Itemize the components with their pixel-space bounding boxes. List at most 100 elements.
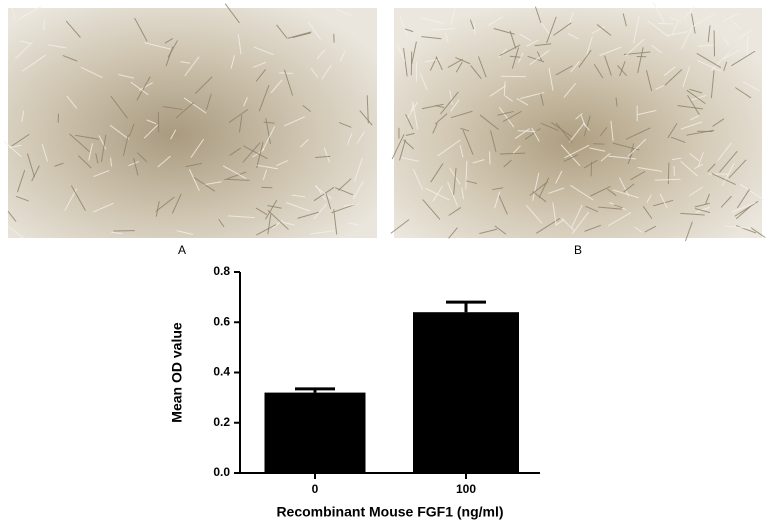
cell (489, 85, 506, 97)
cell (276, 24, 288, 39)
chart: 0.0 0.2 0.4 0.6 0.8 0 100 Recombinant Mouse FGF… (169, 264, 540, 520)
cell (612, 142, 640, 151)
cell (69, 133, 90, 152)
cell (88, 143, 93, 161)
cell (110, 95, 128, 119)
cell (262, 125, 276, 151)
cell (432, 28, 456, 31)
cell (499, 152, 526, 155)
cell (284, 69, 293, 96)
cell (435, 105, 445, 109)
cell (237, 33, 242, 55)
cell (608, 212, 632, 227)
cell (255, 207, 268, 215)
cell (728, 159, 747, 179)
cell (743, 81, 760, 92)
cell (118, 74, 135, 79)
cell (134, 17, 148, 42)
cell (437, 139, 461, 157)
cell (390, 219, 410, 234)
cell (532, 172, 540, 201)
cell (479, 114, 499, 130)
cell (723, 61, 728, 71)
cell (412, 168, 424, 190)
cell (570, 185, 594, 201)
cell (685, 221, 693, 242)
cell (705, 193, 710, 205)
cell (710, 70, 715, 99)
cell (80, 66, 103, 78)
cell (227, 215, 255, 219)
cell (333, 209, 338, 235)
cell (139, 82, 153, 91)
cell (652, 1, 665, 23)
cell (432, 186, 443, 202)
cell (719, 151, 738, 173)
cell (520, 92, 545, 99)
cell (410, 103, 414, 112)
cell (449, 90, 453, 105)
cell (723, 49, 741, 60)
cell (411, 41, 417, 65)
cell (403, 47, 408, 77)
cell (680, 121, 703, 130)
cell (526, 205, 543, 224)
cell (610, 120, 614, 141)
cell (325, 193, 332, 210)
cell (66, 95, 77, 109)
cell (310, 68, 319, 78)
cell (226, 171, 247, 180)
cell (707, 25, 711, 43)
cell (189, 169, 200, 192)
cell (405, 133, 415, 136)
cell (129, 123, 135, 137)
cell (193, 177, 216, 192)
cell (677, 105, 704, 110)
cell (503, 159, 512, 168)
cell (347, 132, 353, 145)
cell (405, 114, 414, 130)
cell (567, 33, 579, 40)
cell (302, 105, 311, 112)
micrograph-background (394, 8, 762, 238)
cell (316, 49, 325, 60)
cell (526, 39, 539, 47)
cell (78, 155, 92, 169)
cell (7, 211, 17, 222)
cell (292, 32, 311, 38)
cell (164, 38, 173, 44)
cell (337, 178, 352, 191)
cell (448, 227, 458, 239)
cell (664, 69, 683, 86)
cell (183, 97, 207, 114)
y-tick-label: 0.4 (213, 365, 230, 379)
cell (404, 28, 414, 33)
cell (524, 128, 541, 140)
cell (513, 145, 521, 154)
cell (461, 187, 465, 200)
cell (498, 48, 507, 58)
cell (668, 16, 681, 22)
cell (133, 157, 139, 176)
cell (683, 5, 696, 19)
cell (600, 153, 611, 162)
cell (19, 5, 43, 20)
cell (479, 228, 498, 234)
cell (455, 61, 463, 73)
cell (625, 127, 651, 140)
cell (462, 129, 474, 155)
bar (264, 392, 366, 473)
cell (22, 54, 46, 72)
cell (75, 134, 100, 140)
cell (663, 66, 676, 76)
cell (570, 61, 580, 73)
cell (276, 160, 288, 167)
cell (622, 13, 627, 27)
cell (297, 211, 320, 219)
cell (406, 101, 418, 121)
cell (258, 84, 270, 112)
cell (646, 70, 653, 92)
cell (291, 194, 306, 198)
cell (180, 61, 191, 64)
cell (184, 56, 200, 77)
